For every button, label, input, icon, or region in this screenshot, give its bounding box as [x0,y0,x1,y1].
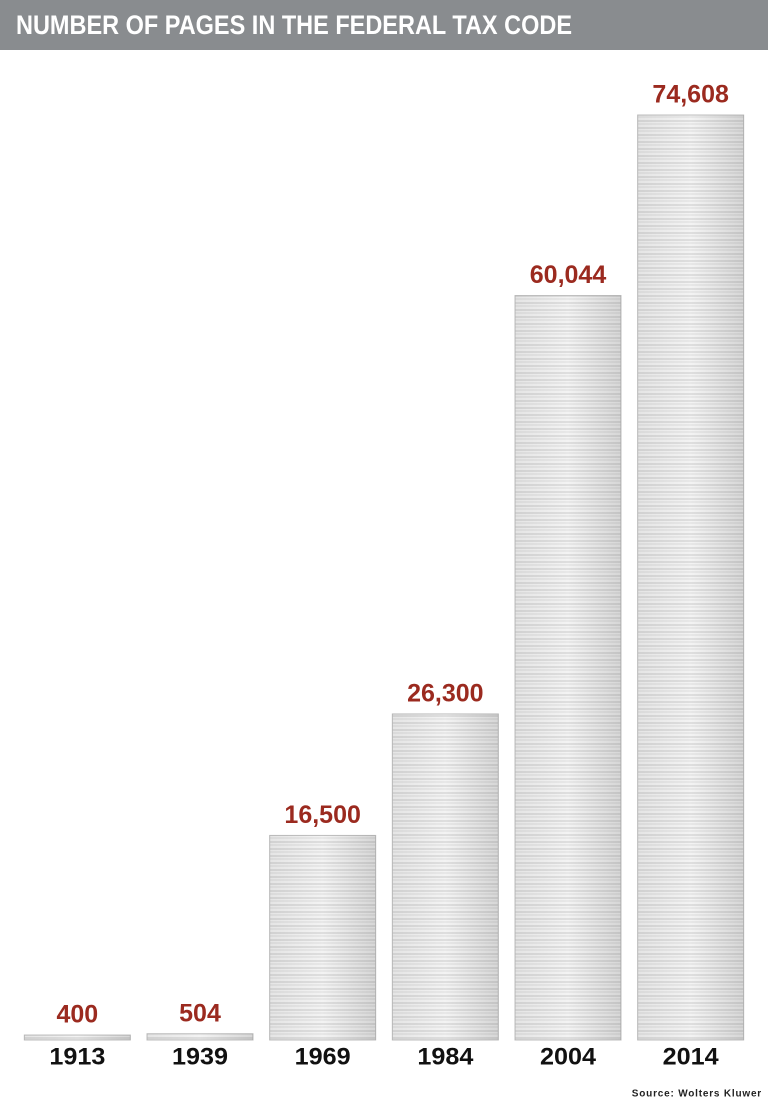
x-tick-label: 2014 [663,1043,720,1070]
x-tick-label: 1913 [49,1043,105,1070]
value-label: 504 [179,999,221,1027]
value-label: 74,608 [652,81,729,109]
stack-shade [637,115,744,1040]
x-tick-label: 1939 [172,1043,228,1070]
stack-shade [515,295,621,1041]
value-label: 400 [56,1001,98,1029]
x-tick-label: 2004 [540,1043,597,1070]
x-tick-label: 1969 [295,1043,351,1070]
value-label: 16,500 [284,801,360,829]
stack-shade [392,713,499,1040]
value-label: 26,300 [407,680,483,708]
source-note: Source: Wolters Kluwer [632,1089,762,1100]
title-bar [0,0,768,50]
stack-shade [269,835,376,1040]
value-label: 60,044 [530,261,607,289]
x-tick-label: 1984 [417,1043,474,1070]
stack-shade [24,1035,131,1040]
chart-title: NUMBER OF PAGES IN THE FEDERAL TAX CODE [16,10,572,40]
stack-shade [147,1033,253,1040]
